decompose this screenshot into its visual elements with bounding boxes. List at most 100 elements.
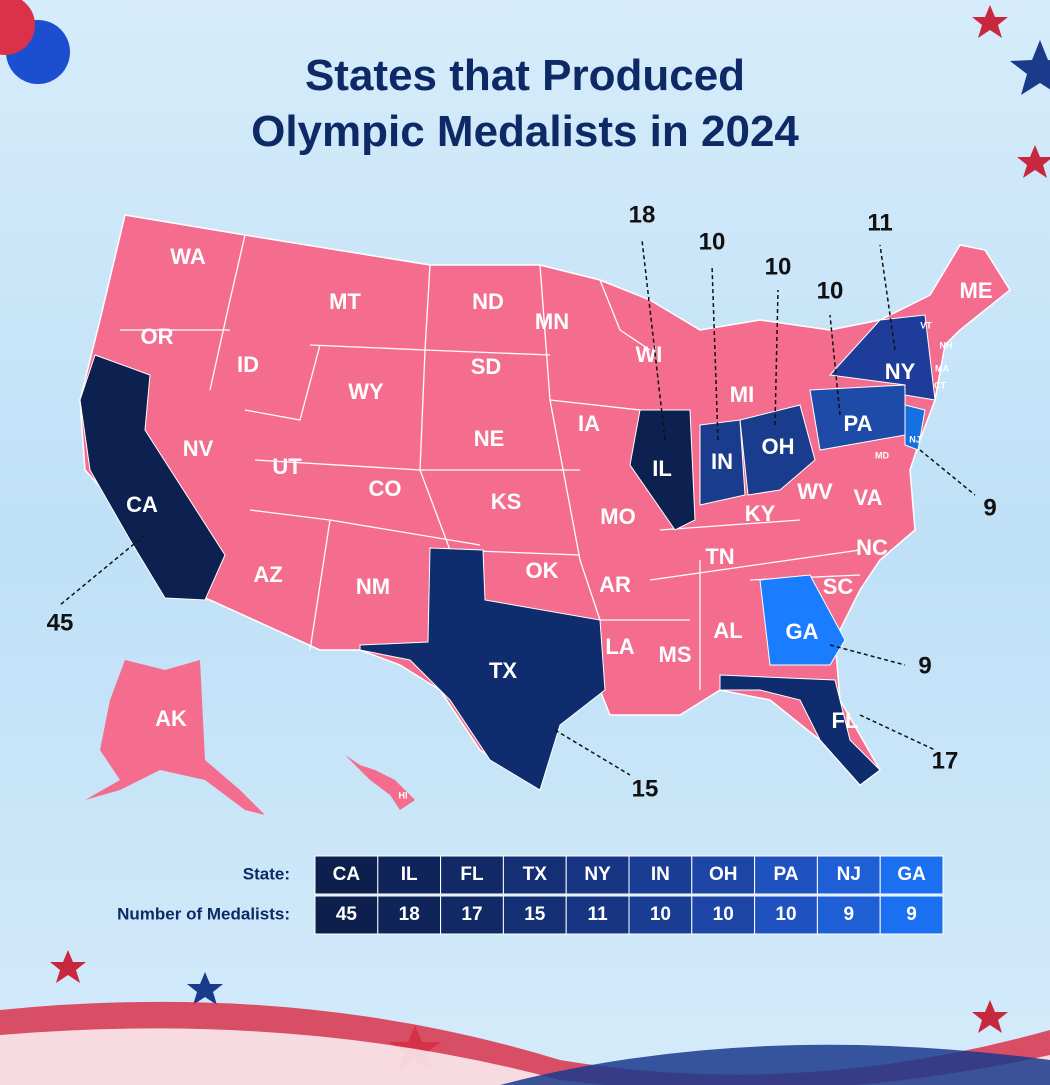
state-label: TN: [705, 544, 734, 569]
state-label: CA: [126, 492, 158, 517]
state-label: IL: [652, 456, 672, 481]
table-state: CA: [333, 864, 361, 885]
state-label: MN: [535, 309, 569, 334]
state-ny: [828, 314, 936, 401]
state-label: WY: [348, 379, 384, 404]
state-label: AK: [155, 706, 187, 731]
star: [972, 5, 1008, 38]
table-count: 17: [461, 904, 482, 925]
state-label: ND: [472, 289, 504, 314]
state-label: AL: [713, 618, 742, 643]
table-count: 10: [650, 904, 671, 925]
table-cell: [440, 855, 504, 895]
state-label: NE: [474, 426, 505, 451]
callout-value: 45: [47, 609, 74, 636]
table-cell: [377, 895, 442, 935]
balloon: [0, 0, 35, 55]
state-tx: [359, 547, 606, 791]
state-label: IA: [578, 411, 600, 436]
table-state: NY: [584, 864, 611, 885]
table-count: 10: [775, 904, 796, 925]
table-state: NJ: [837, 864, 861, 885]
callout-line: [919, 449, 976, 496]
table-cell: [691, 895, 756, 935]
state-label: WV: [797, 479, 833, 504]
state-label: NM: [356, 574, 390, 599]
state-label: KY: [745, 501, 776, 526]
callout-line: [859, 714, 936, 751]
callout-line: [879, 244, 896, 351]
state-label: WA: [170, 244, 206, 269]
state-label: GA: [786, 619, 819, 644]
ribbon: [500, 1044, 1050, 1085]
state-label: NC: [856, 535, 888, 560]
table-cell: [314, 855, 379, 895]
state-label: SD: [471, 354, 502, 379]
state-label: OH: [762, 434, 795, 459]
callout-line: [829, 644, 906, 666]
table-cell: [502, 895, 567, 935]
table-count: 9: [906, 904, 917, 925]
state-borders: [120, 234, 861, 690]
alaska: [85, 660, 265, 815]
state-label: MD: [875, 450, 889, 460]
callout-line: [711, 264, 719, 441]
state-il: [629, 409, 696, 531]
table-state: TX: [523, 864, 548, 885]
callout-value: 9: [918, 652, 931, 679]
state-label: VT: [920, 320, 932, 330]
state-label: ID: [237, 352, 259, 377]
state-nj: [904, 404, 926, 451]
star: [1017, 145, 1050, 178]
star: [1010, 40, 1050, 95]
table-cell: [754, 895, 818, 935]
table-cell: [565, 855, 630, 895]
state-label: MO: [600, 504, 635, 529]
callout-line: [641, 239, 666, 441]
table-count: 9: [844, 904, 855, 925]
table-state: IL: [401, 864, 418, 885]
state-label: PA: [844, 411, 873, 436]
table-cell: [879, 895, 944, 935]
state-label: NV: [183, 436, 214, 461]
callout-line: [554, 729, 631, 776]
table-count: 18: [399, 904, 420, 925]
table-count: 11: [588, 904, 609, 925]
callout-value: 11: [867, 209, 892, 236]
table-state: FL: [460, 864, 484, 885]
state-label: MI: [730, 382, 754, 407]
callout-value: 10: [765, 253, 792, 280]
callout-value: 17: [932, 747, 959, 774]
table-cell: [565, 895, 630, 935]
state-label: MA: [935, 363, 949, 373]
state-label: MT: [329, 289, 361, 314]
table-state: PA: [774, 864, 799, 885]
table-state: IN: [651, 864, 670, 885]
row-header: State:: [243, 864, 290, 883]
state-label: AZ: [253, 562, 282, 587]
callout-value: 9: [983, 494, 996, 521]
table-cell: [816, 855, 881, 895]
state-label: NH: [940, 340, 953, 350]
hawaii: [345, 755, 415, 810]
star: [50, 950, 86, 983]
callout-value: 18: [629, 201, 656, 228]
state-label: OR: [141, 324, 174, 349]
star: [187, 972, 223, 1005]
table-cell: [440, 895, 504, 935]
table-cell: [879, 855, 944, 895]
state-label: NY: [885, 359, 916, 384]
title: States that Produced Olympic Medalists in…: [251, 51, 799, 156]
table-cell: [377, 855, 442, 895]
state-label: CT: [934, 380, 946, 390]
table-state: OH: [709, 864, 738, 885]
star: [972, 1000, 1008, 1033]
state-label: IN: [711, 449, 733, 474]
table-cell: [314, 895, 379, 935]
state-label: NJ: [909, 434, 921, 444]
callout-value: 10: [699, 228, 726, 255]
state-label: KS: [491, 489, 522, 514]
table-cell: [502, 855, 567, 895]
